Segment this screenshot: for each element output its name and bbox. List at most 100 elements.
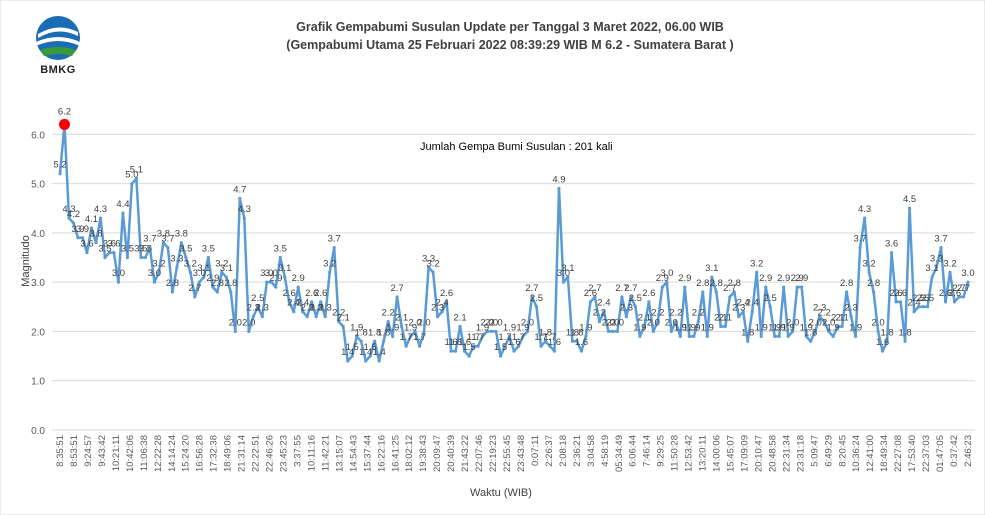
data-point bbox=[894, 300, 898, 304]
data-point bbox=[863, 216, 867, 220]
data-point bbox=[440, 310, 444, 314]
data-label: 1.9 bbox=[755, 322, 768, 333]
data-label: 1.8 bbox=[368, 327, 381, 338]
data-label: 2.2 bbox=[332, 308, 345, 319]
data-point bbox=[355, 334, 359, 338]
x-tick-label: 10:21:11 bbox=[111, 435, 122, 471]
data-point bbox=[179, 241, 183, 245]
data-label: 1.4 bbox=[359, 347, 372, 358]
data-label: 2.6 bbox=[939, 288, 952, 299]
data-label: 5.0 bbox=[125, 170, 138, 181]
data-label: 2.0 bbox=[809, 317, 822, 328]
y-tick-label: 1.0 bbox=[31, 377, 45, 388]
data-label: 2.3 bbox=[813, 303, 826, 314]
data-label: 2.0 bbox=[602, 317, 615, 328]
x-tick-label: 9:24:57 bbox=[83, 435, 94, 467]
data-label: 2.9 bbox=[656, 273, 669, 284]
data-label: 1.9 bbox=[404, 322, 417, 333]
x-tick-label: 0:37:42 bbox=[949, 435, 960, 467]
data-label: 3.1 bbox=[925, 263, 938, 274]
data-label: 1.8 bbox=[377, 327, 390, 338]
x-tick-label: 15:37:44 bbox=[362, 435, 373, 472]
y-axis-title: Magnitudo bbox=[20, 235, 32, 287]
y-tick-labels: 0.0 1.0 2.0 3.0 4.0 5.0 6.0 bbox=[31, 130, 45, 437]
x-tick-label: 21:31:14 bbox=[237, 435, 248, 472]
data-label: 3.1 bbox=[705, 263, 718, 274]
x-tick-label: 22:31:34 bbox=[781, 435, 792, 472]
x-tick-label: 13:20:11 bbox=[698, 435, 709, 471]
data-point bbox=[453, 349, 458, 353]
data-point bbox=[701, 290, 705, 294]
data-label: 3.5 bbox=[202, 244, 215, 255]
x-tick-label: 17:09:09 bbox=[739, 435, 750, 472]
data-point bbox=[575, 339, 579, 343]
data-point bbox=[251, 315, 255, 319]
data-label: 2.9 bbox=[678, 273, 691, 284]
data-point bbox=[413, 329, 417, 334]
x-tick-label: 9:29:25 bbox=[656, 435, 667, 467]
data-label: 1.7 bbox=[413, 332, 426, 343]
data-label: 2.0 bbox=[489, 317, 502, 328]
x-tick-label: 21:43:22 bbox=[460, 435, 471, 472]
data-point bbox=[795, 285, 799, 289]
data-label: 3.8 bbox=[89, 229, 102, 240]
data-label: 2.5 bbox=[912, 293, 925, 304]
data-label: 1.7 bbox=[400, 332, 413, 343]
data-label: 1.8 bbox=[741, 327, 754, 338]
data-label: 1.4 bbox=[341, 347, 354, 358]
data-label: 2.3 bbox=[431, 303, 444, 314]
data-label: 3.2 bbox=[750, 258, 763, 269]
x-tick-label: 14:00:06 bbox=[712, 435, 723, 472]
data-label: 2.8 bbox=[166, 278, 179, 289]
x-tick-label: 20:40:39 bbox=[446, 435, 457, 472]
data-point bbox=[768, 305, 772, 309]
x-tick-label: 11:06:38 bbox=[139, 435, 150, 471]
data-label: 1.5 bbox=[346, 342, 359, 353]
data-point bbox=[494, 329, 498, 334]
data-point bbox=[382, 339, 386, 343]
data-label: 3.3 bbox=[930, 253, 943, 264]
data-point bbox=[507, 334, 512, 338]
x-tick-label: 22:37:03 bbox=[921, 435, 932, 472]
data-label: 2.1 bbox=[719, 313, 732, 324]
data-point bbox=[714, 290, 718, 294]
data-label: 3.0 bbox=[112, 268, 125, 279]
data-point bbox=[359, 339, 363, 343]
data-label: 1.7 bbox=[512, 332, 525, 343]
x-tick-label: 22:07:46 bbox=[474, 435, 485, 472]
data-label: 1.8 bbox=[566, 327, 579, 338]
data-label: 2.3 bbox=[256, 303, 269, 314]
x-tick-label: 20:48:58 bbox=[767, 435, 778, 472]
data-label: 3.7 bbox=[161, 234, 174, 245]
data-label: 1.9 bbox=[633, 322, 646, 333]
data-point bbox=[341, 324, 345, 329]
x-tick-label: 14:14:24 bbox=[167, 435, 178, 472]
data-label: 1.7 bbox=[498, 332, 511, 343]
data-label: 2.7 bbox=[588, 283, 601, 294]
data-point bbox=[480, 334, 485, 338]
data-label: 3.9 bbox=[76, 224, 89, 235]
data-point bbox=[404, 344, 408, 348]
x-tick-label: 3:37:55 bbox=[292, 435, 303, 467]
data-label: 1.6 bbox=[458, 337, 471, 348]
data-point bbox=[449, 349, 453, 353]
data-label: 3.2 bbox=[862, 258, 875, 269]
data-label: 1.9 bbox=[674, 322, 687, 333]
data-point bbox=[215, 290, 219, 294]
data-point bbox=[305, 315, 309, 319]
data-label: 3.5 bbox=[179, 244, 192, 255]
data-point bbox=[485, 329, 489, 334]
data-label: 4.7 bbox=[233, 184, 246, 195]
data-label: 1.9 bbox=[350, 322, 363, 333]
data-label: 2.6 bbox=[642, 288, 655, 299]
x-tick-label: 22:46:26 bbox=[265, 435, 276, 472]
data-label: 2.0 bbox=[485, 317, 498, 328]
data-label: 3.1 bbox=[278, 263, 291, 274]
data-point bbox=[107, 250, 112, 255]
data-label: 1.9 bbox=[516, 322, 529, 333]
data-point bbox=[346, 359, 350, 363]
x-tick-label: 12:53:42 bbox=[684, 435, 695, 472]
x-tick-label: 9:43:42 bbox=[97, 435, 108, 467]
data-point bbox=[377, 359, 381, 363]
